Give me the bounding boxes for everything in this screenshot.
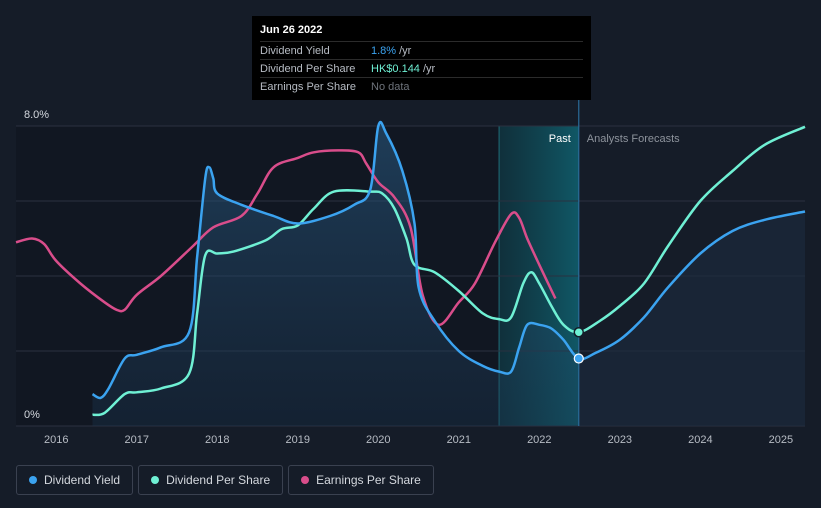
legend-label: Earnings Per Share: [316, 473, 421, 487]
chart-legend: Dividend Yield Dividend Per Share Earnin…: [16, 465, 434, 495]
tooltip-label: Earnings Per Share: [260, 81, 356, 93]
x-tick-label: 2023: [608, 434, 632, 446]
x-tick-label: 2017: [125, 434, 149, 446]
y-tick-label: 0%: [24, 409, 40, 421]
x-tick-label: 2025: [769, 434, 793, 446]
dividend-yield-marker: [573, 353, 584, 364]
x-tick-label: 2021: [447, 434, 471, 446]
chart-tooltip: Jun 26 2022 Dividend Yield 1.8% /yr Divi…: [252, 16, 591, 100]
x-tick-label: 2019: [286, 434, 310, 446]
tooltip-row-dividend-yield: Dividend Yield 1.8% /yr: [260, 41, 583, 59]
forecast-label: Analysts Forecasts: [587, 133, 680, 145]
legend-dot-icon: [29, 476, 37, 484]
y-tick-label: 8.0%: [24, 109, 49, 121]
dividend-yield-forecast-area: [578, 211, 805, 426]
tooltip-value: 1.8%: [371, 45, 397, 57]
x-tick-label: 2020: [366, 434, 390, 446]
tooltip-unit: /yr: [399, 45, 412, 57]
tooltip-label: Dividend Yield: [260, 45, 330, 57]
tooltip-row-earnings-per-share: Earnings Per Share No data: [260, 77, 583, 95]
legend-dot-icon: [151, 476, 160, 484]
dividend-per-share-line: [92, 125, 806, 417]
dividend-per-share-marker: [573, 327, 585, 338]
tooltip-unit: /yr: [422, 63, 436, 75]
dividend-yield-line: [91, 120, 806, 400]
tooltip-value: HK$0.144: [371, 63, 420, 75]
tooltip-value: No data: [371, 81, 410, 93]
legend-earnings-per-share[interactable]: Earnings Per Share: [288, 465, 434, 495]
legend-dividend-yield[interactable]: Dividend Yield: [16, 465, 134, 495]
tooltip-row-dividend-per-share: Dividend Per Share HK$0.144 /yr: [260, 59, 583, 77]
tooltip-date: Jun 26 2022: [260, 24, 323, 36]
legend-dot-icon: [301, 476, 310, 484]
x-tick-label: 2018: [205, 434, 229, 446]
past-label: Past: [549, 133, 571, 145]
legend-label: Dividend Per Share: [166, 473, 271, 487]
x-tick-label: 2024: [688, 434, 712, 446]
tooltip-label: Dividend Per Share: [260, 63, 356, 75]
legend-dividend-per-share[interactable]: Dividend Per Share: [138, 465, 284, 495]
x-tick-label: 2022: [527, 434, 551, 446]
earnings-per-share-line: [15, 149, 557, 327]
legend-label: Dividend Yield: [44, 473, 121, 487]
x-tick-label: 2016: [44, 434, 68, 446]
